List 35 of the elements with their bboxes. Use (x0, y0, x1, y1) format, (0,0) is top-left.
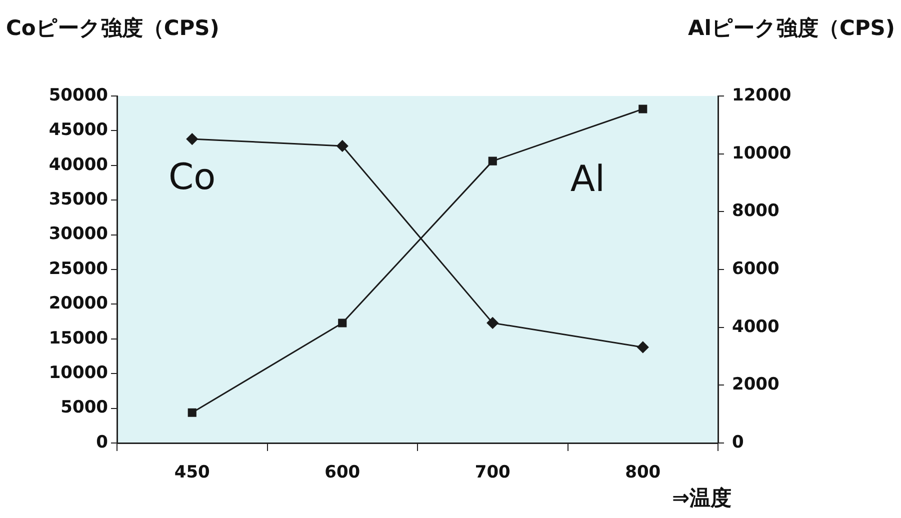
y-tick-label: 40000 (48, 154, 108, 175)
y-tick-label: 30000 (48, 224, 108, 244)
x-tick-label: 700 (474, 462, 511, 483)
y2-tick-label: 2000 (732, 374, 780, 395)
y2-tick-label: 10000 (732, 143, 792, 164)
y-tick-label: 20000 (48, 294, 108, 314)
y-axis-title: Coピーク強度（CPS) (6, 15, 220, 42)
y-tick-label: 45000 (48, 120, 108, 140)
y-tick-label: 0 (96, 432, 108, 452)
y2-tick-label: 0 (732, 432, 744, 452)
y-tick-label: 10000 (48, 363, 108, 384)
y-tick-label: 50000 (48, 85, 108, 106)
y2-tick-label: 6000 (732, 258, 780, 279)
series-label: Al (570, 159, 605, 200)
y-tick-label: 5000 (60, 398, 108, 418)
y2-tick-label: 12000 (732, 85, 792, 106)
x-tick-label: 450 (174, 462, 210, 483)
y2-axis-title: Alピーク強度（CPS) (688, 15, 895, 42)
point (488, 156, 497, 166)
y-tick-label: 35000 (48, 190, 108, 210)
x-tick-label: 800 (625, 462, 661, 483)
y2-tick-label: 4000 (732, 316, 780, 337)
point (638, 104, 648, 114)
point (186, 133, 198, 145)
y-tick-label: 25000 (48, 258, 108, 279)
y2-tick-label: 8000 (732, 201, 780, 222)
x-axis-title: ⇒温度 (672, 485, 732, 512)
series-label: Co (168, 157, 216, 198)
point (486, 317, 498, 329)
point (338, 318, 347, 328)
x-tick-label: 600 (324, 462, 360, 483)
point (336, 140, 348, 152)
point (188, 408, 196, 417)
y-tick-label: 15000 (48, 328, 108, 348)
point (637, 341, 649, 353)
